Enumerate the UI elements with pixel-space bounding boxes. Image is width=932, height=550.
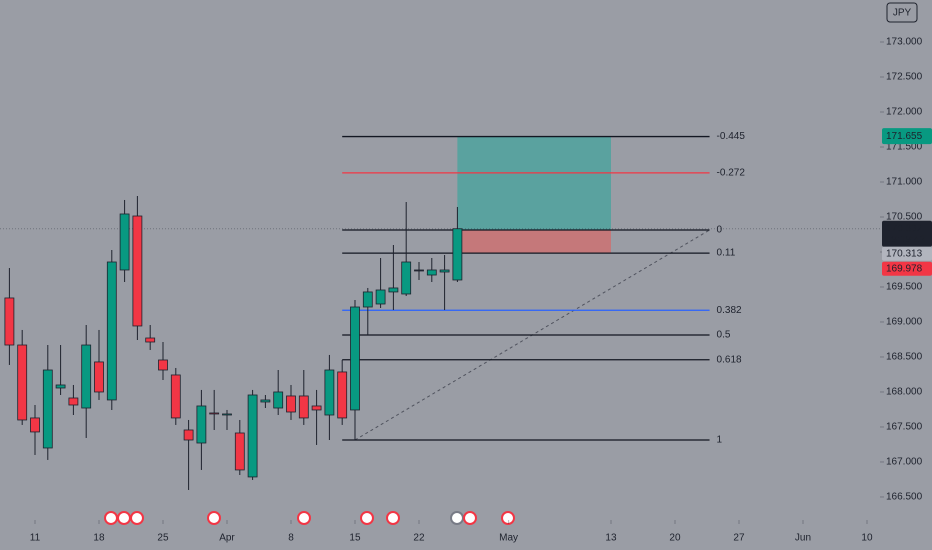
target-tag: 171.655 [886, 131, 923, 142]
x-tick-label: 15 [349, 533, 361, 544]
x-tick-label: Apr [219, 533, 235, 544]
fib-label: 0.618 [717, 354, 742, 365]
x-tick-label: 10 [861, 533, 873, 544]
fib-label: 0.382 [717, 305, 742, 316]
last-price-tag: 170.332 [886, 223, 923, 234]
candle-body [273, 391, 284, 409]
event-icon[interactable] [297, 511, 311, 525]
stop-tag-bg [882, 261, 932, 276]
x-tick-label: 27 [733, 533, 745, 544]
candle-body [222, 413, 232, 416]
candle-body [350, 306, 360, 411]
fib-label: 1 [717, 435, 723, 446]
candle-body [439, 269, 450, 273]
y-tick-label: 168.000 [886, 387, 923, 398]
x-tick-label: 22 [413, 533, 425, 544]
y-tick-label: 168.500 [886, 352, 923, 363]
y-tick-label: 172.500 [886, 72, 923, 83]
candle-body [81, 344, 92, 409]
x-tick-label: 20 [669, 533, 681, 544]
y-tick-label: 167.500 [886, 422, 923, 433]
currency-box[interactable] [886, 2, 918, 23]
target-zone [457, 136, 611, 231]
fib-label: -0.272 [717, 168, 746, 179]
entry-tag-bg [882, 246, 932, 261]
candle-body [324, 369, 335, 416]
x-tick-label: 13 [605, 533, 617, 544]
stop-tag: 169.978 [886, 263, 923, 274]
x-tick-label: 25 [157, 533, 169, 544]
currency: JPY [893, 8, 912, 19]
target-tag-bg [882, 128, 932, 145]
y-tick-label: 169.000 [886, 317, 923, 328]
candle-body [260, 399, 271, 403]
event-icon[interactable] [117, 511, 131, 525]
candle-body [337, 371, 348, 419]
candle-body [298, 395, 309, 419]
event-icon[interactable] [104, 511, 118, 525]
y-tick-label: 169.500 [886, 282, 923, 293]
candle-body [183, 429, 194, 441]
entry-tag: 170.313 [886, 248, 923, 259]
candle-body [4, 297, 15, 346]
fib-label: 0 [717, 225, 723, 236]
countdown: 09:19:43 [886, 234, 925, 245]
candle-body [42, 369, 53, 449]
y-tick-label: 173.000 [886, 37, 923, 48]
stop-zone [457, 230, 611, 254]
candle-body [106, 261, 117, 401]
event-icon[interactable] [450, 511, 464, 525]
candle-body [119, 213, 130, 271]
candle-body [209, 412, 220, 415]
candle-body [388, 287, 399, 293]
candle-body [17, 344, 28, 421]
plot: -0.445 -0.272 0 0.11 0.382 0.5 0.618 1 [0, 131, 880, 490]
candle-body [362, 291, 373, 308]
event-icon[interactable] [501, 511, 515, 525]
candle-body [196, 405, 207, 444]
candle-body [286, 395, 296, 413]
candle-body [375, 289, 386, 305]
event-icons [104, 511, 515, 525]
candle-body [145, 337, 156, 343]
last-price-bg [882, 220, 932, 247]
fib-label: -0.445 [717, 131, 746, 142]
x-tick-label: May [499, 533, 518, 544]
candle-body [170, 374, 181, 419]
candle-body [452, 228, 463, 281]
candle-body [68, 397, 79, 406]
candle-body [94, 361, 104, 393]
candle-body [426, 269, 437, 276]
event-icon[interactable] [463, 511, 477, 525]
event-icon[interactable] [360, 511, 374, 525]
y-tick-label: 171.500 [886, 142, 923, 153]
y-tick-label: 170.500 [886, 212, 923, 223]
candle-body [311, 405, 322, 411]
candle-body [414, 269, 424, 272]
candle-body [132, 215, 143, 327]
event-icon[interactable] [207, 511, 221, 525]
y-tick-label: 166.500 [886, 492, 923, 503]
y-tick-label: 167.000 [886, 457, 923, 468]
x-tick-label: 8 [288, 533, 294, 544]
event-icon[interactable] [130, 511, 144, 525]
fib-label: 0.5 [717, 330, 731, 341]
y-tick-label: 171.000 [886, 177, 923, 188]
candle-body [30, 417, 40, 433]
x-tick-label: 11 [30, 533, 41, 544]
candle-body [55, 384, 66, 389]
y-tick-label: 172.000 [886, 107, 923, 118]
candle-body [401, 261, 412, 295]
candle-body [158, 359, 168, 371]
x-tick-label: Jun [795, 533, 811, 544]
candle-body [234, 432, 245, 471]
x-tick-label: 18 [93, 533, 105, 544]
fib-label: 0.11 [717, 248, 736, 259]
candle-body [247, 394, 258, 478]
event-icon[interactable] [386, 511, 400, 525]
